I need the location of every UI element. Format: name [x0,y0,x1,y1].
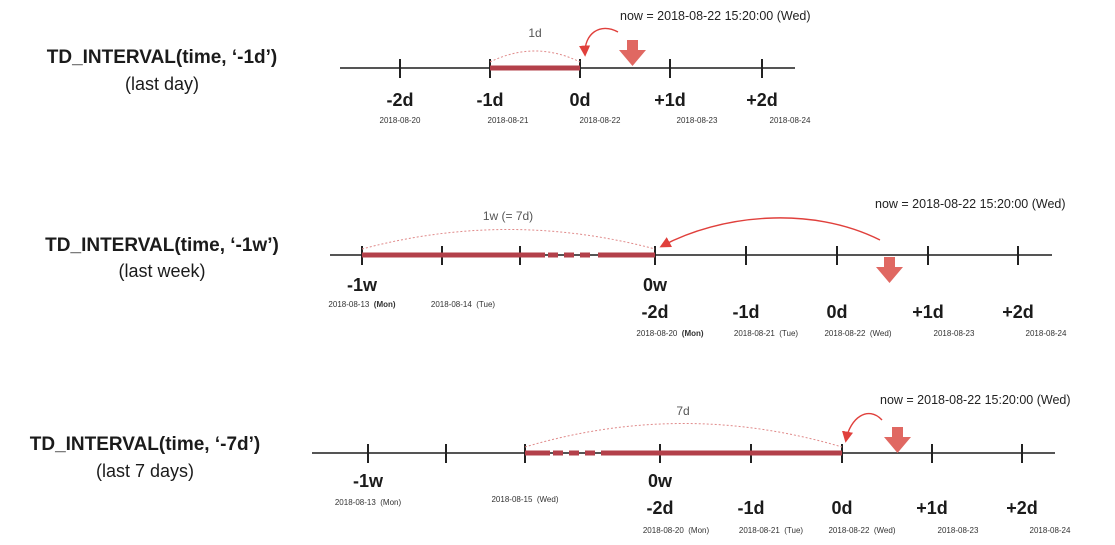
week-label: -1w [353,471,384,491]
week-label: 0w [643,275,668,295]
down-arrow-icon [884,427,911,453]
span-arc [361,229,656,250]
panel-last-day: TD_INTERVAL(time, ‘-1d’) (last day) 1d n… [47,9,811,125]
offset-label: 0d [831,498,852,518]
date-label: 2018-08-24 [1026,329,1067,338]
date-label: 2018-08-20 (Mon) [636,323,703,340]
span-arc [489,50,581,63]
week-label: 0w [648,471,673,491]
span-label: 7d [676,404,689,418]
panel-subtitle: (last week) [118,261,205,281]
date-label: 2018-08-22 [580,116,621,125]
date-label: 2018-08-23 [677,116,718,125]
curved-arrow-icon [841,412,883,443]
offset-label: -1d [738,498,765,518]
date-label: 2018-08-15 (Wed) [491,489,558,506]
offset-label: -2d [647,498,674,518]
offset-label: 0d [826,302,847,322]
down-arrow-icon [876,257,903,283]
offset-label: +1d [654,90,686,110]
date-label: 2018-08-21 [488,116,529,125]
curved-arrow-icon [659,217,881,248]
panel-last-7-days: TD_INTERVAL(time, ‘-7d’) (last 7 days) 7… [30,393,1071,537]
span-label: 1d [528,26,541,40]
date-label: 2018-08-24 [1030,526,1071,535]
now-label: now = 2018-08-22 15:20:00 (Wed) [880,393,1071,407]
panel-last-week: TD_INTERVAL(time, ‘-1w’) (last week) 1w … [45,197,1067,340]
panel-title: TD_INTERVAL(time, ‘-1w’) [45,235,279,256]
curved-arrow-icon [578,27,619,57]
date-label: 2018-08-21 (Tue) [734,323,799,340]
date-label: 2018-08-14 (Tue) [431,294,496,311]
date-label: 2018-08-23 [934,329,975,338]
span-label: 1w (= 7d) [483,209,533,223]
offset-label: -2d [642,302,669,322]
offset-label: +2d [1006,498,1038,518]
panel-subtitle: (last 7 days) [96,461,194,481]
panel-title: TD_INTERVAL(time, ‘-7d’) [30,434,260,455]
date-label: 2018-08-20 [380,116,421,125]
date-label: 2018-08-13 (Mon) [335,492,402,509]
offset-label: -1d [733,302,760,322]
now-label: now = 2018-08-22 15:20:00 (Wed) [875,197,1066,211]
offset-label: +1d [916,498,948,518]
offset-label: 0d [569,90,590,110]
down-arrow-icon [619,40,646,66]
date-label: 2018-08-22 (Wed) [824,323,891,340]
now-label: now = 2018-08-22 15:20:00 (Wed) [620,9,811,23]
offset-label: +2d [746,90,778,110]
panel-subtitle: (last day) [125,74,199,94]
span-arc [524,423,843,448]
date-label: 2018-08-20 (Mon) [643,520,710,537]
date-label: 2018-08-13 (Mon) [328,294,395,311]
offset-label: -2d [387,90,414,110]
date-label: 2018-08-21 (Tue) [739,520,804,537]
date-label: 2018-08-24 [770,116,811,125]
week-label: -1w [347,275,378,295]
date-label: 2018-08-23 [938,526,979,535]
offset-label: -1d [477,90,504,110]
offset-label: +1d [912,302,944,322]
panel-title: TD_INTERVAL(time, ‘-1d’) [47,47,277,68]
date-label: 2018-08-22 (Wed) [828,520,895,537]
offset-label: +2d [1002,302,1034,322]
